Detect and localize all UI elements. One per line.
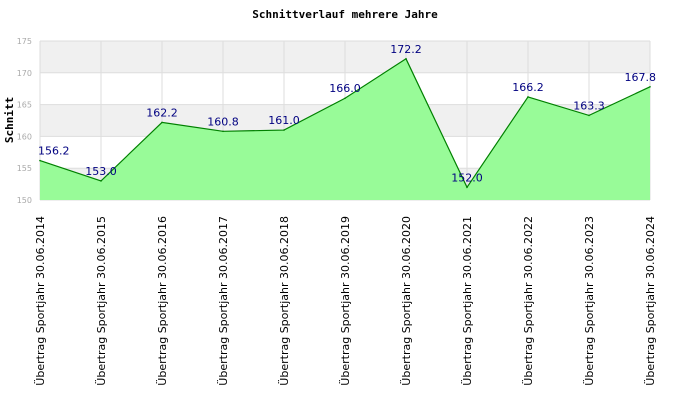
- x-tick-label: Übertrag Sportjahr 30.06.2017: [217, 216, 230, 386]
- data-point: [100, 180, 102, 182]
- y-tick-label: 170: [17, 69, 32, 78]
- data-point: [466, 186, 468, 189]
- area-series: [39, 57, 651, 200]
- chart-title: Schnittverlauf mehrere Jahre: [252, 8, 438, 21]
- y-tick-label: 155: [17, 164, 32, 173]
- x-tick-label: Übertrag Sportjahr 30.06.2023: [583, 216, 596, 386]
- data-label: 160.8: [207, 115, 239, 128]
- data-point: [222, 130, 224, 133]
- data-label: 167.8: [625, 71, 657, 84]
- data-label: 161.0: [268, 114, 300, 127]
- data-point: [588, 114, 590, 117]
- y-tick-label: 165: [17, 101, 32, 110]
- y-axis-label: Schnitt: [3, 97, 16, 143]
- x-tick-label: Übertrag Sportjahr 30.06.2022: [522, 216, 535, 386]
- data-label: 152.0: [451, 171, 483, 184]
- data-point: [283, 129, 285, 131]
- data-point: [39, 159, 41, 162]
- x-tick-label: Übertrag Sportjahr 30.06.2016: [156, 216, 169, 386]
- y-tick-label: 175: [17, 37, 32, 46]
- data-label: 153.0: [85, 165, 117, 178]
- x-tick-label: Übertrag Sportjahr 30.06.2015: [95, 216, 108, 386]
- area-fill: [40, 58, 650, 200]
- data-label: 156.2: [38, 145, 70, 158]
- data-point: [527, 96, 529, 98]
- x-tick-label: Übertrag Sportjahr 30.06.2020: [400, 216, 413, 386]
- data-labels: 156.2 153.0 162.2 160.8 161.0 166.0 172.2 152.0…: [38, 43, 656, 184]
- data-label: 163.3: [573, 99, 605, 112]
- x-tick-label: Übertrag Sportjahr 30.06.2024: [644, 216, 657, 386]
- data-label: 166.0: [329, 82, 361, 95]
- data-point: [405, 58, 407, 60]
- y-tick-labels: 150 155 160 165 170 175: [17, 37, 32, 205]
- y-tick-label: 160: [17, 132, 32, 141]
- data-label: 166.2: [512, 81, 544, 94]
- x-tick-label: Übertrag Sportjahr 30.06.2014: [34, 216, 47, 386]
- data-label: 172.2: [390, 43, 422, 56]
- data-point: [161, 121, 163, 124]
- data-point: [344, 97, 346, 100]
- x-tick-label: Übertrag Sportjahr 30.06.2019: [339, 216, 352, 386]
- data-label: 162.2: [146, 106, 178, 119]
- x-tick-label: Übertrag Sportjahr 30.06.2021: [461, 216, 474, 386]
- data-point: [649, 85, 651, 88]
- x-tick-label: Übertrag Sportjahr 30.06.2018: [278, 216, 291, 386]
- x-tick-labels: Übertrag Sportjahr 30.06.2014 Übertrag Sp…: [34, 216, 657, 386]
- y-tick-label: 150: [17, 196, 32, 205]
